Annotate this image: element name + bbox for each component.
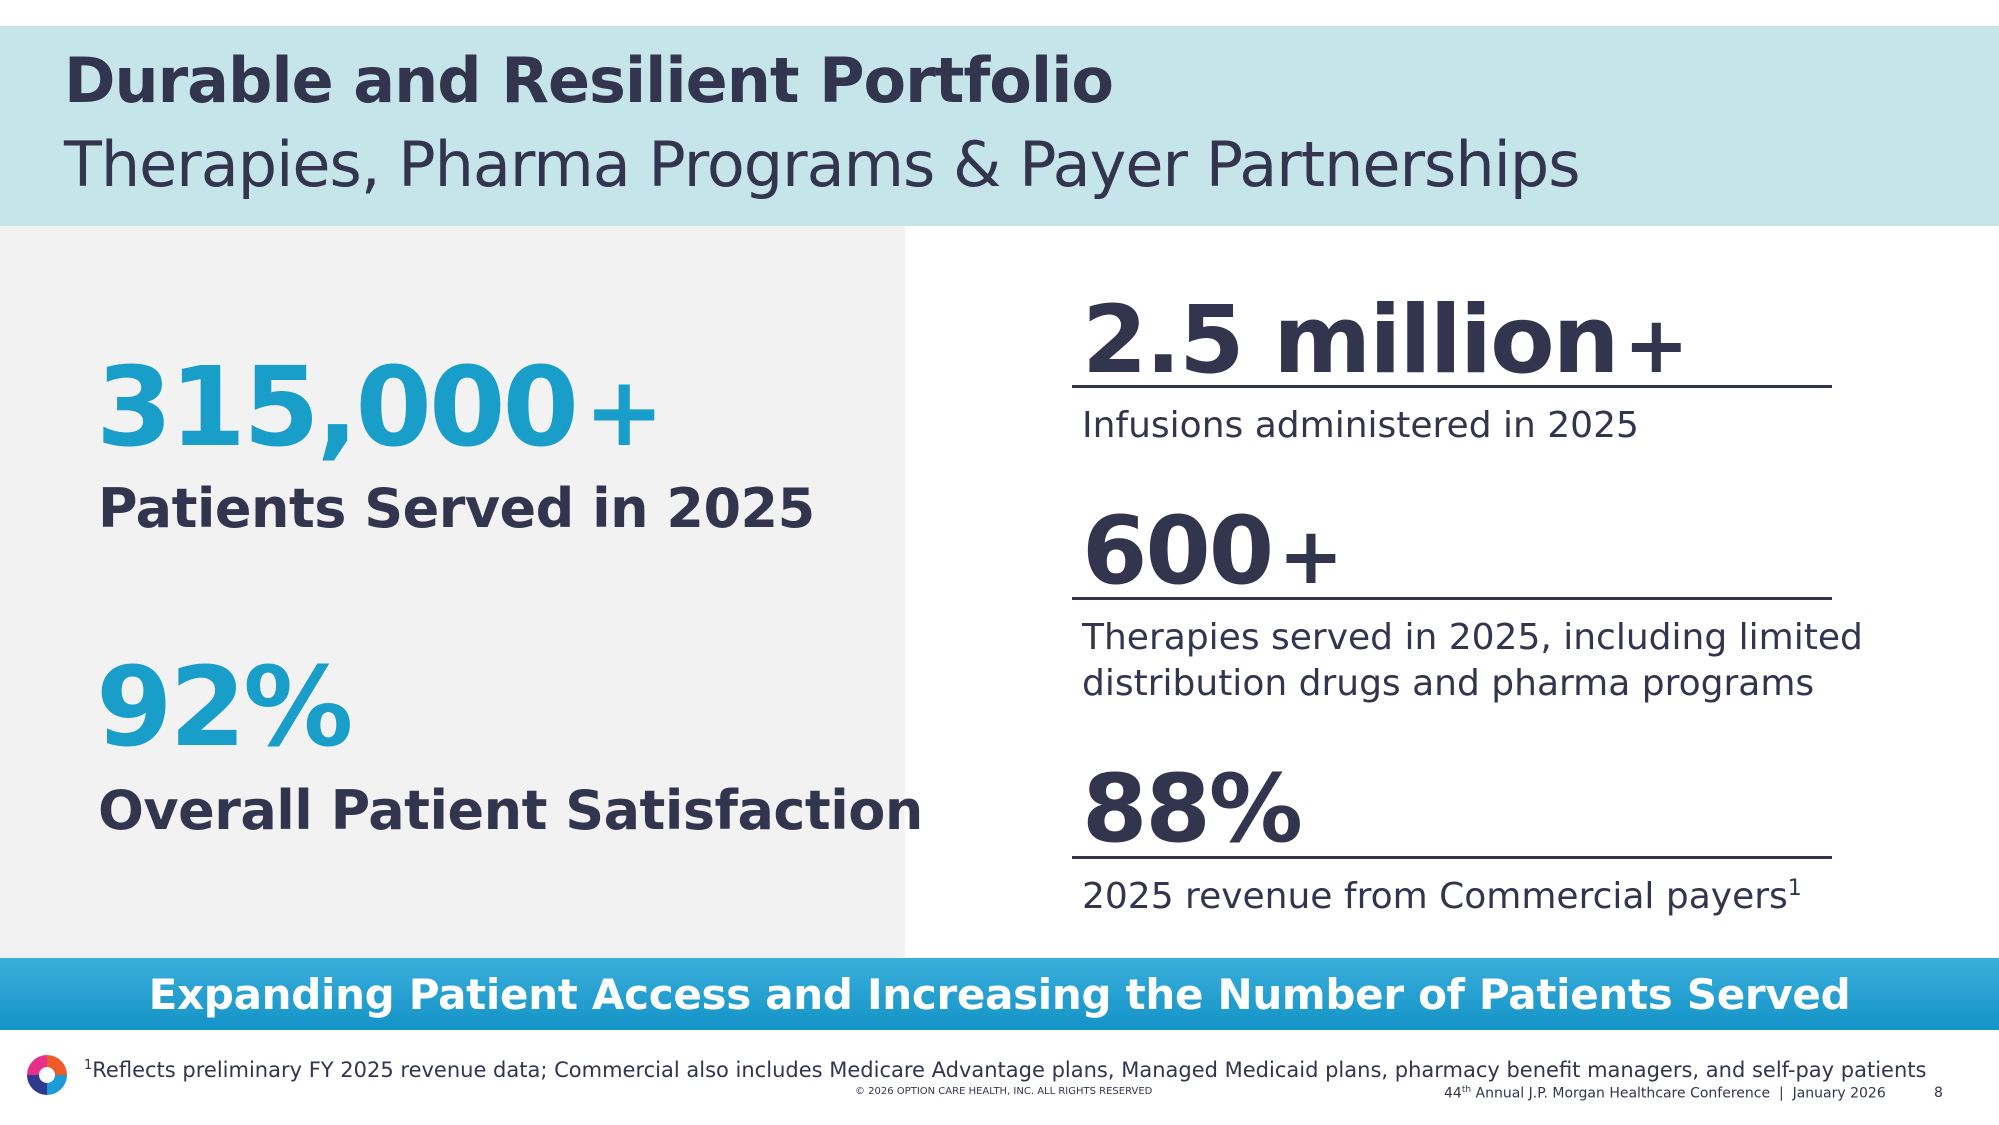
conference-number: 44 (1444, 1085, 1462, 1102)
therapies-plus: + (1278, 512, 1343, 602)
commercial-revenue-caption-text: 2025 revenue from Commercial payers (1082, 876, 1788, 917)
commercial-revenue-stat: 88% (1082, 763, 1303, 857)
conference-label: 44th Annual J.P. Morgan Healthcare Confe… (1444, 1085, 1886, 1102)
patients-served-plus: + (584, 356, 664, 468)
page-title: Durable and Resilient Portfolio (64, 44, 1114, 117)
therapies-value: 600 (1082, 497, 1274, 606)
footnote: 1Reflects preliminary FY 2025 revenue da… (84, 1058, 1926, 1082)
left-stats-panel (0, 226, 905, 958)
page-number: 8 (1934, 1085, 1943, 1101)
satisfaction-label: Overall Patient Satisfaction (98, 779, 923, 842)
therapies-caption: Therapies served in 2025, including limi… (1082, 615, 1863, 707)
option-care-logo-icon (27, 1055, 67, 1095)
banner-text: Expanding Patient Access and Increasing … (148, 969, 1851, 1019)
infusions-plus: + (1623, 301, 1689, 391)
conference-ordinal: th (1461, 1085, 1472, 1095)
patients-served-value: 315,000 (96, 343, 579, 471)
patients-served-label: Patients Served in 2025 (98, 477, 815, 540)
therapies-caption-line1: Therapies served in 2025, including limi… (1082, 617, 1863, 658)
page-subtitle: Therapies, Pharma Programs & Payer Partn… (64, 128, 1581, 201)
footnote-text: Reflects preliminary FY 2025 revenue dat… (92, 1058, 1927, 1082)
infusions-value: 2.5 million (1082, 286, 1620, 395)
copyright: © 2026 OPTION CARE HEALTH, INC. ALL RIGH… (855, 1086, 1153, 1097)
commercial-revenue-caption: 2025 revenue from Commercial payers1 (1082, 874, 1802, 920)
infusions-caption: Infusions administered in 2025 (1082, 405, 1639, 446)
therapies-stat: 600+ (1082, 505, 1344, 602)
commercial-revenue-value: 88% (1082, 755, 1303, 864)
satisfaction-value: 92% (96, 643, 353, 771)
footnote-marker: 1 (84, 1058, 93, 1073)
commercial-revenue-divider (1072, 856, 1832, 859)
patients-served-stat: 315,000+ (96, 352, 664, 462)
therapies-divider (1072, 597, 1832, 600)
header-band (0, 26, 1999, 226)
commercial-revenue-footnote-ref: 1 (1787, 876, 1802, 901)
bottom-banner: Expanding Patient Access and Increasing … (0, 958, 1999, 1030)
conference-text: Annual J.P. Morgan Healthcare Conference… (1471, 1085, 1886, 1102)
infusions-stat: 2.5 million+ (1082, 294, 1689, 391)
satisfaction-stat: 92% (96, 652, 353, 762)
infusions-divider (1072, 385, 1832, 388)
therapies-caption-line2: distribution drugs and pharma programs (1082, 663, 1815, 704)
